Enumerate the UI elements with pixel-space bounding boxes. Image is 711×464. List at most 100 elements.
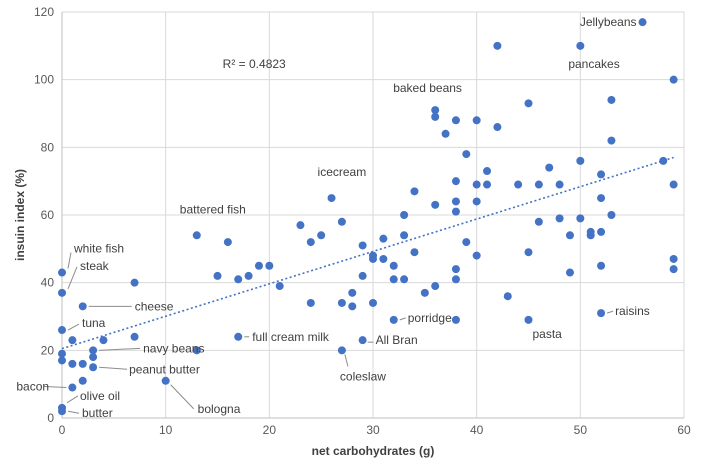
- y-tick-label: 80: [41, 140, 55, 154]
- data-point: [296, 221, 305, 230]
- data-point: [555, 214, 564, 223]
- x-tick-label: 30: [366, 423, 380, 437]
- data-point: [565, 268, 574, 277]
- data-point: [358, 336, 367, 345]
- data-point: [130, 332, 139, 341]
- data-point: [348, 288, 357, 297]
- data-point: [669, 265, 678, 274]
- point-label: steak: [80, 259, 110, 273]
- data-point: [576, 41, 585, 50]
- data-point: [68, 336, 77, 345]
- point-label: porridge: [408, 311, 452, 325]
- data-point: [462, 150, 471, 159]
- data-point: [607, 211, 616, 219]
- point-label: bologna: [198, 402, 241, 416]
- trendline: [61, 156, 674, 350]
- data-point: [358, 241, 367, 250]
- data-point: [431, 282, 440, 291]
- data-point: [503, 292, 512, 301]
- data-point: [555, 180, 564, 189]
- data-point: [389, 315, 398, 324]
- data-point: [597, 261, 606, 270]
- data-point: [472, 180, 481, 189]
- data-point: [389, 261, 398, 270]
- x-axis-title: net carbohydrates (g): [312, 444, 435, 458]
- data-point: [89, 353, 98, 362]
- data-point: [68, 359, 77, 368]
- data-point: [524, 248, 533, 257]
- data-point: [534, 180, 543, 189]
- data-point: [234, 275, 243, 284]
- point-label: olive oil: [80, 389, 120, 403]
- point-label: coleslaw: [340, 369, 386, 383]
- data-point: [369, 254, 377, 263]
- annotation-leaders: [44, 252, 614, 414]
- data-point: [451, 177, 460, 186]
- point-label: white fish: [73, 242, 124, 256]
- data-point: [89, 363, 98, 372]
- data-point: [669, 75, 678, 84]
- data-point: [462, 238, 471, 247]
- data-point: [265, 261, 274, 270]
- data-point: [130, 278, 139, 287]
- data-point: [78, 302, 87, 311]
- point-label: pancakes: [568, 57, 619, 71]
- y-tick-label: 0: [47, 411, 54, 425]
- data-point: [493, 123, 502, 132]
- data-point: [431, 106, 440, 115]
- data-point: [306, 298, 315, 307]
- point-label: Jellybeans: [580, 15, 637, 29]
- data-point: [58, 407, 66, 416]
- annotation-leader: [99, 366, 128, 370]
- data-point: [483, 180, 492, 189]
- data-point: [441, 129, 450, 138]
- data-point: [472, 251, 481, 260]
- data-point: [451, 275, 460, 284]
- data-point: [472, 197, 481, 206]
- gridlines: [62, 11, 685, 418]
- data-point: [410, 248, 419, 257]
- data-point: [410, 187, 419, 196]
- point-label: tuna: [82, 316, 106, 330]
- data-point: [451, 197, 460, 206]
- point-label: cheese: [135, 299, 174, 313]
- data-point: [431, 112, 440, 121]
- data-point: [58, 356, 66, 365]
- data-point: [597, 194, 606, 203]
- annotation-leader: [67, 410, 80, 414]
- data-point: [275, 282, 284, 291]
- point-label: icecream: [318, 165, 367, 179]
- point-label: baked beans: [393, 81, 462, 95]
- data-point: [58, 268, 66, 277]
- annotation-leader: [67, 323, 80, 331]
- data-point: [337, 217, 346, 226]
- data-point: [545, 163, 554, 172]
- x-tick-label: 0: [59, 423, 66, 437]
- trendline-layer: [61, 156, 674, 350]
- point-label: navy beans: [143, 341, 204, 355]
- data-point: [58, 326, 66, 335]
- data-point: [451, 315, 460, 324]
- data-point: [78, 359, 87, 368]
- data-point: [493, 41, 502, 50]
- data-point: [565, 231, 574, 240]
- annotation-leader: [67, 252, 72, 269]
- data-point: [451, 207, 460, 216]
- annotation-leader: [344, 354, 349, 367]
- y-axis-title: insuin index (%): [13, 169, 27, 261]
- y-tick-label: 100: [34, 73, 54, 87]
- data-point: [161, 376, 170, 385]
- data-point: [420, 288, 429, 297]
- data-point: [58, 288, 66, 297]
- point-label: bacon: [16, 380, 49, 394]
- data-point: [358, 271, 367, 280]
- data-point: [607, 95, 616, 104]
- data-point: [99, 336, 108, 345]
- data-point: [524, 99, 533, 108]
- data-point: [638, 18, 647, 27]
- data-point: [586, 231, 595, 240]
- x-tick-label: 20: [263, 423, 277, 437]
- data-point: [254, 261, 263, 270]
